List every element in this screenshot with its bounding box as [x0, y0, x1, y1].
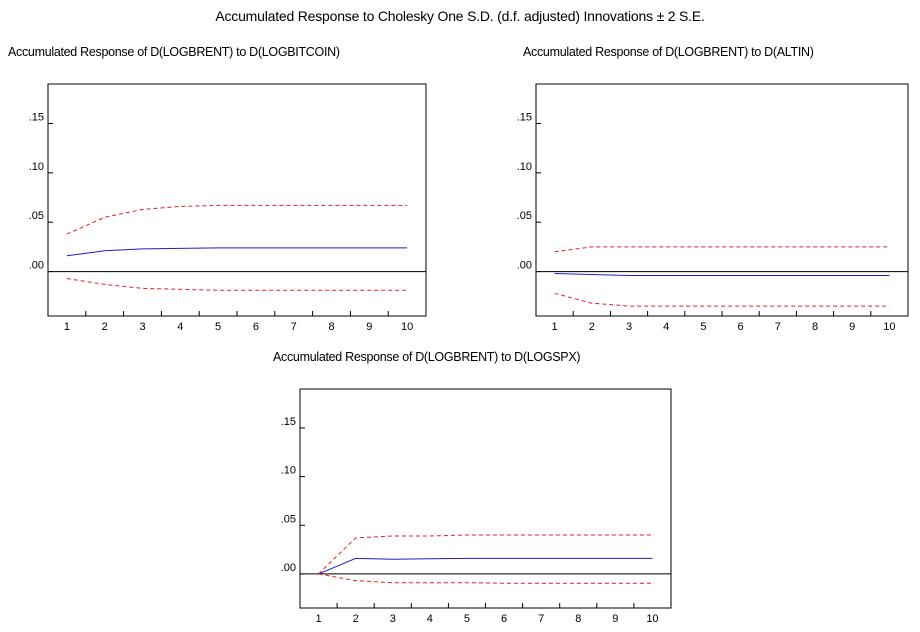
x-tick-label: 7 [775, 321, 781, 333]
upper-band-line [66, 204, 408, 235]
x-tick-label: 3 [626, 321, 632, 333]
x-tick-label: 5 [700, 321, 706, 333]
y-tick-label: .10 [281, 465, 296, 477]
x-tick-label: 7 [538, 613, 544, 625]
y-tick-label: .10 [517, 161, 532, 173]
figure-title: Accumulated Response to Cholesky One S.D… [215, 8, 705, 24]
x-tick-label: 1 [64, 321, 70, 333]
plot-frame [299, 388, 672, 609]
y-tick-label: .00 [517, 260, 532, 272]
x-tick-label: 2 [102, 321, 108, 333]
x-tick-label: 3 [390, 613, 396, 625]
upper-band-line [318, 534, 653, 575]
x-tick-label: 9 [849, 321, 855, 333]
y-tick-label: .00 [281, 562, 296, 574]
x-tick-label: 6 [738, 321, 744, 333]
plot-frame [47, 83, 427, 317]
y-tick-label: .15 [29, 111, 44, 123]
chart-title-logbitcoin: Accumulated Response of D(LOGBRENT) to D… [8, 45, 340, 59]
upper-band-line [554, 246, 890, 253]
x-tick-label: 9 [366, 321, 372, 333]
x-tick-label: 5 [464, 613, 470, 625]
chart-title-logspx: Accumulated Response of D(LOGBRENT) to D… [273, 350, 581, 364]
response-line [66, 247, 408, 257]
x-tick-label: 2 [353, 613, 359, 625]
chart-title-altin: Accumulated Response of D(LOGBRENT) to D… [523, 45, 814, 59]
x-tick-label: 3 [139, 321, 145, 333]
x-tick-label: 10 [401, 321, 413, 333]
x-tick-label: 10 [883, 321, 895, 333]
x-tick-label: 8 [812, 321, 818, 333]
y-tick-label: .05 [29, 210, 44, 222]
y-tick-label: .10 [29, 161, 44, 173]
y-tick-label: .05 [517, 210, 532, 222]
y-tick-label: .05 [281, 513, 296, 525]
x-tick-label: 9 [612, 613, 618, 625]
response-line [554, 273, 890, 276]
plot-frame [535, 83, 909, 317]
x-tick-label: 5 [215, 321, 221, 333]
x-tick-label: 4 [177, 321, 183, 333]
y-tick-label: .15 [517, 111, 532, 123]
x-tick-label: 4 [663, 321, 669, 333]
x-tick-label: 2 [589, 321, 595, 333]
x-tick-label: 8 [328, 321, 334, 333]
x-tick-label: 10 [646, 613, 658, 625]
response-line [318, 557, 653, 575]
x-tick-label: 4 [427, 613, 433, 625]
x-tick-label: 6 [501, 613, 507, 625]
lower-band-line [66, 278, 408, 291]
x-tick-label: 8 [575, 613, 581, 625]
x-tick-label: 6 [253, 321, 259, 333]
y-tick-label: .00 [29, 260, 44, 272]
lower-band-line [554, 292, 890, 307]
x-tick-label: 1 [315, 613, 321, 625]
y-tick-label: .15 [281, 416, 296, 428]
x-tick-label: 7 [291, 321, 297, 333]
lower-band-line [318, 573, 653, 584]
x-tick-label: 1 [552, 321, 558, 333]
